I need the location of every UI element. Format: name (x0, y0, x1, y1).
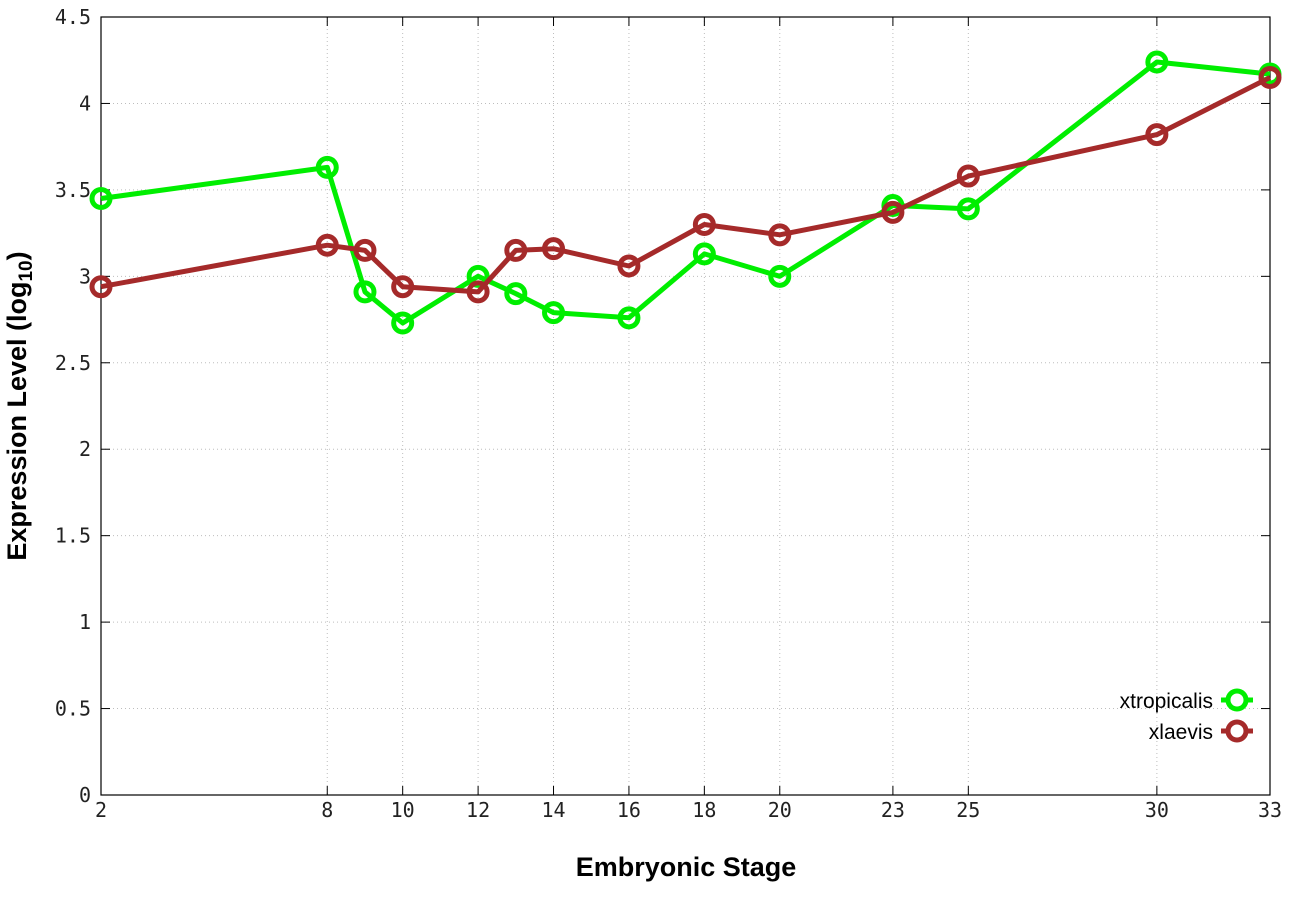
data-point-xlaevis (89, 275, 113, 299)
x-tick-label: 10 (391, 798, 415, 822)
legend-marker-xlaevis (1225, 719, 1249, 743)
y-axis-title-subscript: 10 (16, 260, 37, 281)
grid (101, 17, 1270, 795)
data-point-xlaevis (504, 238, 528, 262)
data-series (89, 50, 1282, 335)
y-axis-title: Expression Level (log10) (2, 251, 37, 560)
x-tick-label: 30 (1145, 798, 1169, 822)
data-point-xlaevis (466, 280, 490, 304)
data-point-xlaevis (353, 238, 377, 262)
data-point-xtropicalis (353, 280, 377, 304)
data-point-xlaevis (692, 212, 716, 236)
data-point-xlaevis (1145, 123, 1169, 147)
data-point-xlaevis (956, 164, 980, 188)
y-tick-label: 4 (79, 91, 91, 115)
x-tick-label: 12 (466, 798, 490, 822)
data-point-xtropicalis (315, 155, 339, 179)
x-tick-label: 2 (95, 798, 107, 822)
x-tick-label: 33 (1258, 798, 1282, 822)
x-tick-label: 16 (617, 798, 641, 822)
data-point-xtropicalis (1145, 50, 1169, 74)
x-tick-label: 8 (321, 798, 333, 822)
y-axis-title-main: Expression Level (log (2, 282, 32, 561)
data-point-xlaevis (768, 223, 792, 247)
data-point-xtropicalis (768, 264, 792, 288)
y-axis-title-close: ) (2, 251, 32, 260)
data-point-xtropicalis (956, 197, 980, 221)
data-point-xtropicalis (89, 187, 113, 211)
data-point-xtropicalis (617, 306, 641, 330)
data-point-xlaevis (542, 237, 566, 261)
y-tick-label: 2.5 (55, 351, 91, 375)
axis-ticks: 0 0.5 1 1.5 2 2.5 3 3.5 4 4.5 2 8 10 12 14 16 18 20 23 25 30… (55, 5, 1282, 822)
x-tick-label: 14 (541, 798, 565, 822)
y-tick-label: 0.5 (55, 697, 91, 721)
x-tick-label: 20 (768, 798, 792, 822)
y-tick-label: 3 (79, 264, 91, 288)
legend-label-xlaevis: xlaevis (1149, 721, 1213, 744)
series-xlaevis (89, 66, 1282, 304)
legend-label-xtropicalis: xtropicalis (1120, 690, 1213, 713)
data-point-xtropicalis (692, 242, 716, 266)
x-axis-title: Embryonic Stage (576, 852, 797, 882)
legend: xtropicalis xlaevis (1120, 688, 1253, 744)
data-point-xlaevis (1258, 66, 1282, 90)
y-tick-label: 1 (79, 610, 91, 634)
x-tick-label: 25 (956, 798, 980, 822)
data-point-xlaevis (617, 254, 641, 278)
y-tick-label: 3.5 (55, 178, 91, 202)
legend-marker-xtropicalis (1225, 688, 1249, 712)
series-xtropicalis (89, 50, 1282, 335)
data-point-xtropicalis (542, 301, 566, 325)
data-point-xlaevis (391, 275, 415, 299)
y-tick-label: 0 (79, 783, 91, 807)
series-line-xtropicalis (100, 59, 1271, 326)
data-point-xlaevis (315, 233, 339, 257)
y-tick-label: 4.5 (55, 5, 91, 29)
x-tick-label: 18 (692, 798, 716, 822)
data-point-xlaevis (881, 200, 905, 224)
plot-area-frame (100, 16, 1271, 796)
y-tick-label: 2 (79, 437, 91, 461)
data-point-xtropicalis (504, 282, 528, 306)
data-point-xtropicalis (391, 311, 415, 335)
x-tick-label: 23 (881, 798, 905, 822)
y-tick-label: 1.5 (55, 524, 91, 548)
